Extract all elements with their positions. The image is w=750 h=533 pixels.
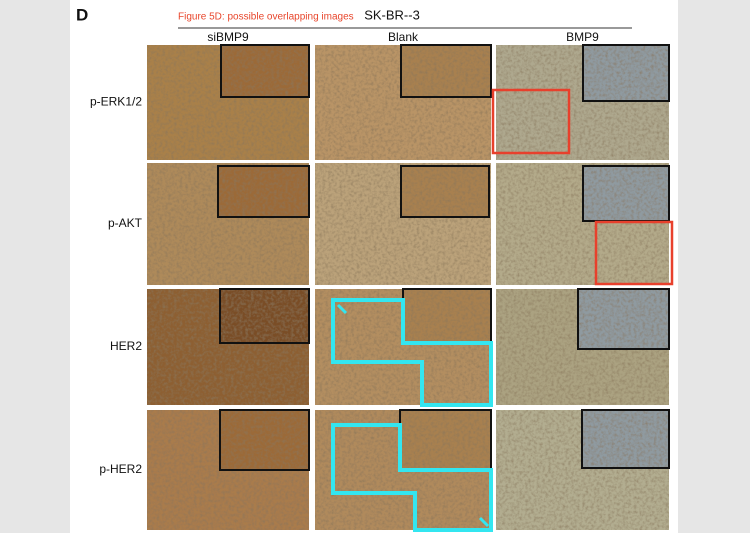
annotation: Figure 5D: possible overlapping images bbox=[178, 12, 354, 23]
inset-border bbox=[219, 288, 310, 344]
inset-border bbox=[577, 288, 670, 350]
inset-border bbox=[220, 44, 310, 98]
header: SK-BR--3 bbox=[364, 7, 420, 22]
row-label: HER2 bbox=[110, 339, 142, 353]
red-box bbox=[491, 88, 571, 155]
column-label: Blank bbox=[388, 30, 419, 44]
cyan-arrow bbox=[336, 303, 348, 315]
inset-border bbox=[219, 409, 310, 471]
inset bbox=[400, 410, 491, 470]
inset-border bbox=[217, 165, 310, 218]
inset-border bbox=[400, 44, 492, 98]
inset-border bbox=[400, 165, 490, 218]
inset-border bbox=[581, 409, 670, 469]
inset bbox=[218, 166, 309, 217]
column-label: BMP9 bbox=[566, 30, 599, 44]
cyan-outline bbox=[331, 298, 493, 407]
inset bbox=[401, 45, 491, 97]
image-grid bbox=[147, 44, 670, 530]
inset bbox=[578, 289, 669, 349]
inset bbox=[403, 289, 491, 343]
overlap-marks bbox=[331, 88, 674, 532]
row-label: p-HER2 bbox=[99, 462, 142, 476]
inset bbox=[582, 410, 669, 468]
column-label: siBMP9 bbox=[207, 30, 249, 44]
inset bbox=[220, 410, 309, 470]
inset bbox=[583, 166, 669, 221]
row-label: p-AKT bbox=[108, 216, 143, 230]
inset bbox=[583, 45, 669, 101]
inset-border bbox=[582, 44, 670, 102]
inset bbox=[220, 289, 309, 343]
red-box bbox=[594, 220, 674, 286]
row-label: p-ERK1/2 bbox=[90, 95, 142, 109]
panel-label: D bbox=[76, 5, 88, 24]
cyan-arrow bbox=[478, 516, 490, 528]
inset bbox=[401, 166, 489, 217]
inset bbox=[221, 45, 309, 97]
cyan-outline bbox=[331, 423, 493, 532]
